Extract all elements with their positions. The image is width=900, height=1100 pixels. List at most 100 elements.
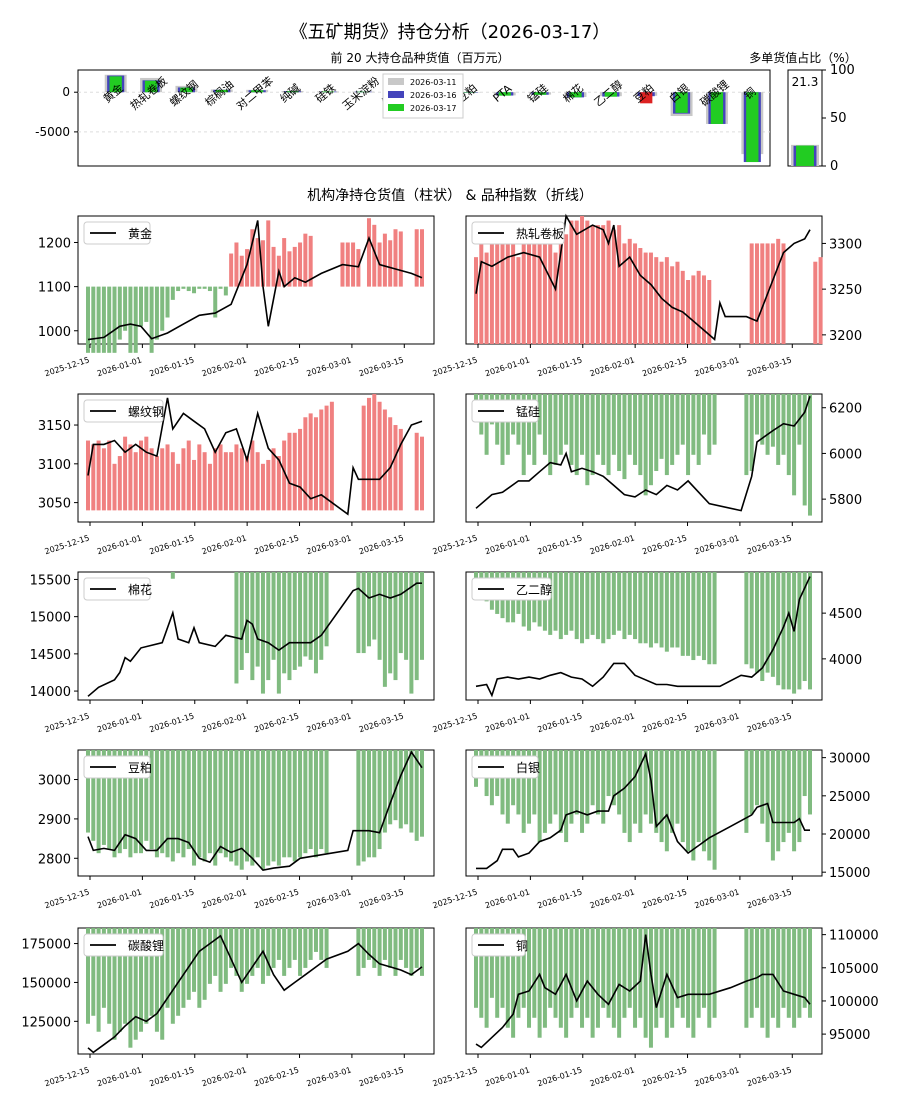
legend-label: 豆粕 (128, 760, 152, 775)
panel-bar (675, 928, 680, 1008)
panel-bar (484, 252, 489, 344)
panel-xtick-label: 2025-12-15 (432, 887, 479, 910)
panel-bar (654, 750, 659, 833)
panel-ytick-label: 3200 (829, 329, 862, 344)
panel-ytick-label: 175000 (21, 938, 71, 953)
panel-bar (308, 235, 313, 287)
panel-xtick-label: 2026-01-01 (484, 1065, 531, 1088)
panel-bar (154, 750, 159, 858)
panel-bar (133, 750, 138, 854)
panel-bar (627, 394, 632, 455)
panel-bar (324, 572, 329, 647)
panel-bar (123, 436, 128, 511)
panel-bar (96, 440, 101, 511)
panel-bar (770, 243, 775, 344)
panel-xtick-label: 2026-01-01 (484, 887, 531, 910)
panel-bar (308, 413, 313, 511)
panel-bar (260, 928, 265, 984)
panel-bar (420, 928, 424, 976)
panel-xtick-label: 2026-01-01 (96, 711, 143, 734)
panel-bar (292, 928, 297, 960)
panel-bar (622, 394, 627, 480)
panel-bar (691, 572, 696, 661)
panel-bar (420, 750, 424, 837)
panel-bar (112, 928, 117, 1040)
panel-bar (107, 928, 112, 1024)
panel-bar (154, 456, 159, 511)
panel-bar (160, 928, 165, 1040)
panel-xtick-label: 2025-12-15 (44, 711, 91, 734)
panel-bar (590, 394, 595, 476)
panel-bar (207, 750, 212, 854)
panel-bar (479, 928, 484, 1018)
panel-bar (213, 448, 218, 511)
panel-bar (516, 928, 521, 1018)
panel-ytick-label: 14000 (30, 685, 71, 700)
panel-bar (292, 750, 297, 862)
panel-bar (192, 459, 197, 511)
panel-bar (792, 750, 797, 852)
panel-bar (112, 463, 117, 511)
panel-bar (117, 750, 122, 854)
panel-bar (633, 572, 638, 640)
panel-bar (744, 750, 749, 833)
panel-bar (521, 394, 526, 476)
panel-xtick-label: 2026-01-15 (148, 887, 195, 910)
panel-legend: 热轧卷板 (471, 221, 565, 245)
panel-bar (474, 928, 478, 1008)
panel-bar (393, 425, 398, 511)
panel-bar (260, 463, 265, 511)
top-bar-mark (498, 92, 511, 96)
panel-xtick-label: 2026-03-15 (746, 887, 793, 910)
panel-bar (239, 255, 244, 287)
top-bar-mark (533, 92, 547, 95)
panel-bar (558, 928, 563, 1028)
panel-bar (303, 233, 308, 287)
legend-label: 铜 (516, 938, 528, 953)
panel-bar (574, 394, 579, 476)
panel-bar (707, 394, 712, 455)
top-bar-category-label: 棕榈油 (202, 77, 236, 109)
panel-bar (260, 750, 265, 870)
panel-bar (170, 750, 175, 862)
panel-xtick-label: 2026-01-01 (96, 355, 143, 378)
panel-bar (749, 928, 754, 1018)
panel-bar (234, 750, 239, 866)
panel-bar (181, 750, 186, 858)
panel-bar (765, 750, 770, 843)
panel-bar (393, 750, 398, 821)
panel-bar (574, 220, 579, 344)
panel-bar (786, 394, 791, 476)
panel-bar (287, 251, 292, 287)
panel-bar (601, 572, 606, 644)
panel-xtick-label: 2026-02-15 (641, 355, 688, 378)
panel-bar (617, 572, 622, 631)
panel-bar (160, 286, 165, 331)
panel-bar (527, 572, 532, 631)
panel-bar (664, 257, 669, 344)
panel-bar (170, 928, 175, 1024)
panel-bar (601, 225, 606, 344)
panel-xtick-label: 2026-03-15 (358, 711, 405, 734)
panel-xtick-label: 2026-03-01 (694, 711, 741, 734)
panel-bar (670, 266, 675, 344)
panel-bar (754, 928, 759, 1008)
legend-label: 螺纹钢 (128, 405, 164, 419)
legend-box (471, 221, 565, 245)
panel-xtick-label: 2026-02-15 (253, 887, 300, 910)
panel-bar (250, 440, 255, 511)
panel-bar (319, 928, 324, 960)
panel-ytick-label: 100000 (829, 995, 879, 1010)
panel-bar (622, 243, 627, 344)
panel-bar (754, 750, 759, 806)
panel-bar (786, 572, 791, 690)
panel-bar (696, 572, 701, 656)
panel-xtick-label: 2025-12-15 (44, 355, 91, 378)
panel-xtick-label: 2026-01-15 (148, 355, 195, 378)
panel-bar (165, 750, 170, 858)
panel-bar (489, 243, 494, 344)
panel-xtick-label: 2026-02-01 (201, 887, 248, 910)
panel-xtick-label: 2025-12-15 (44, 887, 91, 910)
panel-bar (107, 286, 112, 353)
